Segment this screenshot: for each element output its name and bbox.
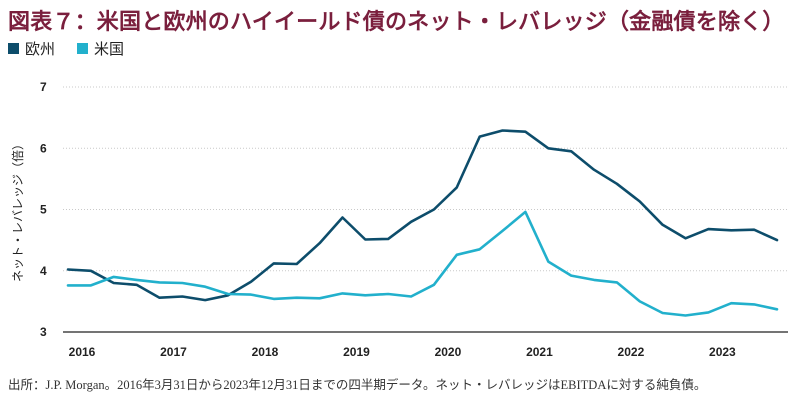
x-tick-label: 2017 bbox=[160, 345, 187, 359]
source-note: 出所：J.P. Morgan。2016年3月31日から2023年12月31日まで… bbox=[8, 378, 707, 392]
legend-swatch-europe bbox=[8, 43, 19, 54]
x-tick-label: 2018 bbox=[252, 345, 279, 359]
x-tick-label: 2023 bbox=[709, 345, 736, 359]
x-tick-label: 2019 bbox=[343, 345, 370, 359]
x-tick-label: 2016 bbox=[69, 345, 96, 359]
legend-swatch-us bbox=[77, 43, 89, 54]
y-tick-label: 3 bbox=[40, 325, 47, 339]
y-axis: 3 4 5 6 7 bbox=[40, 80, 788, 339]
y-tick-label: 4 bbox=[40, 264, 47, 278]
y-axis-label: ネット・レバレッジ（倍） bbox=[10, 138, 25, 282]
legend-label-europe: 欧州 bbox=[25, 41, 56, 58]
x-axis: 2016 2017 2018 2019 2020 2021 2022 2023 bbox=[69, 345, 736, 359]
y-tick-label: 6 bbox=[40, 141, 47, 155]
legend: 欧州 米国 bbox=[8, 38, 124, 59]
x-tick-label: 2021 bbox=[526, 345, 553, 359]
legend-label-us: 米国 bbox=[94, 41, 125, 58]
legend-item-europe: 欧州 bbox=[8, 38, 55, 59]
series-line-europe bbox=[66, 129, 779, 302]
x-tick-label: 2022 bbox=[618, 345, 645, 359]
y-tick-label: 7 bbox=[40, 80, 47, 94]
x-tick-label: 2020 bbox=[435, 345, 462, 359]
legend-item-us: 米国 bbox=[77, 38, 124, 59]
series-line-us bbox=[66, 210, 779, 317]
y-tick-label: 5 bbox=[40, 203, 47, 217]
series-layer bbox=[66, 129, 779, 317]
chart-title: 図表７：米国と欧州のハイイールド債のネット・レバレッジ（金融債を除く） bbox=[8, 9, 785, 34]
